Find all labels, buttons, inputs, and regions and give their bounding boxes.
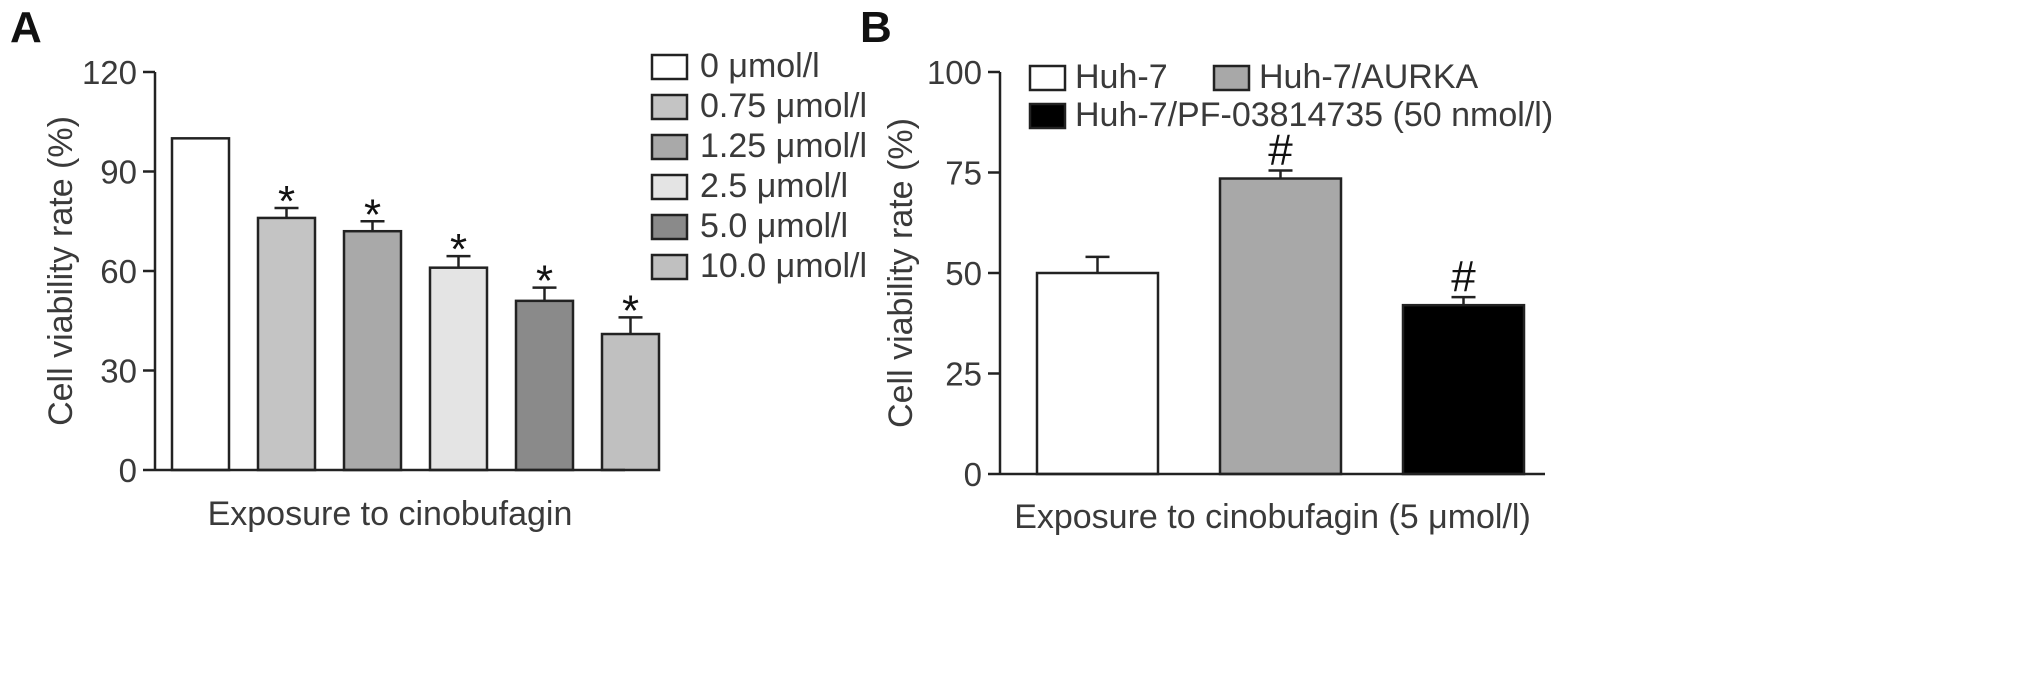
panel-b-bars: ## bbox=[1035, 125, 1526, 476]
legend-label-2-5-mol-l: 2.5 μmol/l bbox=[700, 167, 848, 205]
bar-1-25-mol-l bbox=[342, 229, 403, 472]
panel-a-y-axis-label: Cell viability rate (%) bbox=[42, 116, 80, 426]
panel-b-x-axis-label: Exposure to cinobufagin (5 μmol/l) bbox=[1014, 498, 1531, 536]
bar-2-5-mol-l bbox=[428, 266, 489, 472]
legend-label-10-0-mol-l: 10.0 μmol/l bbox=[700, 247, 867, 285]
y-tick-label: 25 bbox=[945, 356, 982, 393]
legend-label-huh-7: Huh-7 bbox=[1075, 58, 1168, 96]
legend-swatch-huh-7-aurka bbox=[1212, 64, 1251, 92]
legend-swatch-5-0-mol-l bbox=[650, 213, 689, 241]
panel-a-legend: 0 μmol/l0.75 μmol/l1.25 μmol/l2.5 μmol/l… bbox=[650, 47, 867, 285]
legend-label-1-25-mol-l: 1.25 μmol/l bbox=[700, 127, 867, 165]
bar-huh-7 bbox=[1035, 271, 1160, 476]
panel-a-label: A bbox=[10, 3, 42, 52]
legend-swatch-2-5-mol-l bbox=[650, 173, 689, 201]
significance-mark: # bbox=[1268, 125, 1293, 174]
bar-huh-7-aurka bbox=[1218, 177, 1343, 476]
significance-mark: * bbox=[364, 190, 381, 239]
legend-label-huh-7-aurka: Huh-7/AURKA bbox=[1259, 58, 1479, 96]
y-tick-label: 50 bbox=[945, 255, 982, 292]
panel-a-bars: * * * * * bbox=[170, 137, 661, 472]
legend-swatch-huh-7-pf-03814735-50-nmol-l bbox=[1028, 102, 1067, 130]
significance-mark: # bbox=[1451, 252, 1476, 301]
legend-swatch-huh-7 bbox=[1028, 64, 1067, 92]
legend-swatch-0-75-mol-l bbox=[650, 93, 689, 121]
y-tick-label: 60 bbox=[100, 253, 137, 290]
y-tick-label: 90 bbox=[100, 154, 137, 191]
significance-mark: * bbox=[536, 257, 553, 306]
y-tick-label: 0 bbox=[964, 456, 982, 493]
significance-mark: * bbox=[278, 177, 295, 226]
y-tick-label: 75 bbox=[945, 155, 982, 192]
y-tick-label: 0 bbox=[119, 452, 137, 489]
legend-swatch-1-25-mol-l bbox=[650, 133, 689, 161]
legend-label-0-75-mol-l: 0.75 μmol/l bbox=[700, 87, 867, 125]
bar-huh-7-pf-03814735-50-nmol-l bbox=[1401, 303, 1526, 476]
bar-10-0-mol-l bbox=[600, 332, 661, 472]
bar-0-75-mol-l bbox=[256, 216, 317, 472]
bar-5-0-mol-l bbox=[514, 299, 575, 472]
panel-a-x-axis-label: Exposure to cinobufagin bbox=[208, 495, 573, 533]
y-tick-label: 30 bbox=[100, 353, 137, 390]
panel-b-y-ticks: 0 25 50 75 100 bbox=[927, 54, 1000, 493]
significance-mark: * bbox=[622, 286, 639, 335]
panel-a-y-ticks: 0 30 60 90 120 bbox=[82, 54, 155, 489]
y-tick-label: 120 bbox=[82, 54, 137, 91]
y-tick-label: 100 bbox=[927, 54, 982, 91]
legend-label-5-0-mol-l: 5.0 μmol/l bbox=[700, 207, 848, 245]
significance-mark: * bbox=[450, 225, 467, 274]
panel-b-y-axis-label: Cell viability rate (%) bbox=[882, 118, 920, 428]
panel-b-label: B bbox=[860, 3, 892, 52]
legend-label-0-mol-l: 0 μmol/l bbox=[700, 47, 820, 85]
legend-swatch-10-0-mol-l bbox=[650, 253, 689, 281]
bar-0-mol-l bbox=[170, 137, 231, 472]
panel-a: A 0 30 60 90 120 * * * * * Cell viability rate (… bbox=[10, 3, 867, 533]
legend-label-huh-7-pf-03814735-50-nmol-l: Huh-7/PF-03814735 (50 nmol/l) bbox=[1075, 96, 1553, 134]
legend-swatch-0-mol-l bbox=[650, 53, 689, 81]
